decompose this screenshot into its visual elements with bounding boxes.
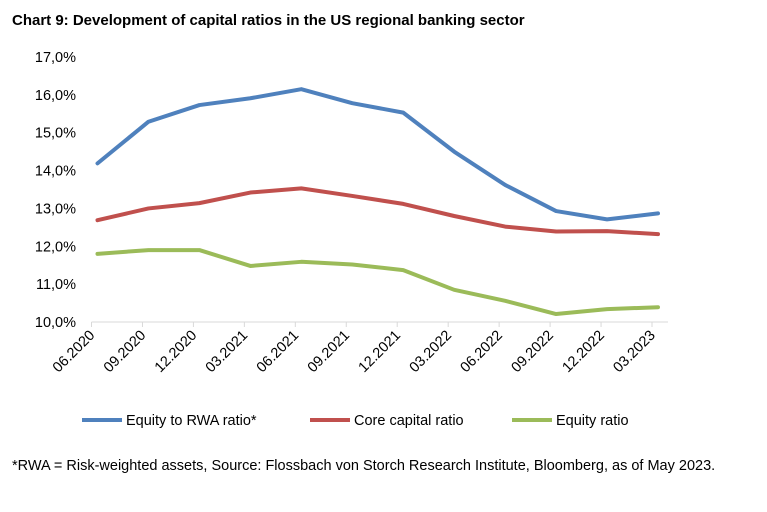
x-tick-label: 12.2021	[356, 328, 404, 376]
footnote: *RWA = Risk-weighted assets, Source: Flo…	[12, 458, 716, 474]
legend-label: Core capital ratio	[354, 413, 464, 429]
y-tick-label: 10,0%	[35, 315, 76, 331]
y-tick-label: 17,0%	[35, 50, 76, 66]
x-tick-label: 03.2021	[203, 328, 251, 376]
y-tick-label: 15,0%	[35, 126, 76, 142]
x-tick-label: 06.2021	[254, 328, 302, 376]
y-tick-label: 16,0%	[35, 88, 76, 104]
y-tick-label: 13,0%	[35, 201, 76, 217]
x-tick-label: 06.2020	[50, 328, 98, 376]
legend-label: Equity to RWA ratio*	[126, 413, 257, 429]
series-line-1	[95, 186, 660, 237]
series-line-2	[95, 248, 660, 317]
x-tick-label: 06.2022	[458, 328, 506, 376]
x-tick-label: 03.2022	[407, 328, 455, 376]
x-tick-label: 09.2021	[305, 328, 353, 376]
x-tick-label: 12.2020	[152, 328, 200, 376]
legend-label: Equity ratio	[556, 413, 629, 429]
x-tick-label: 12.2022	[559, 328, 607, 376]
y-tick-label: 12,0%	[35, 239, 76, 255]
series-line-0	[95, 87, 660, 222]
x-tick-label: 09.2020	[101, 328, 149, 376]
x-tick-label: 03.2023	[610, 328, 658, 376]
line-chart: 10,0% 11,0% 12,0% 13,0% 14,0% 15,0% 16,0% 17,0%…	[35, 50, 668, 429]
y-tick-label: 11,0%	[36, 277, 76, 293]
y-tick-label: 14,0%	[35, 164, 76, 180]
chart-title: Chart 9: Development of capital ratios i…	[12, 12, 525, 29]
x-tick-label: 09.2022	[509, 328, 557, 376]
